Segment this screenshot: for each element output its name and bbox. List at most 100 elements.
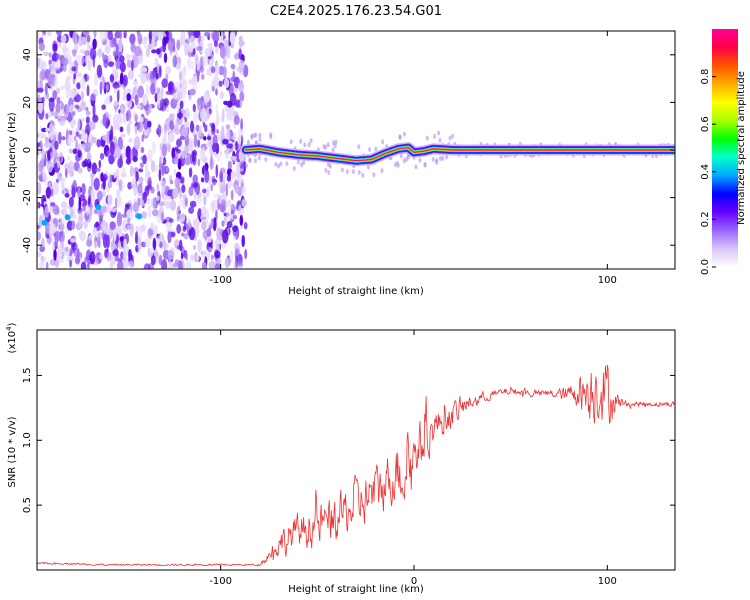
noise-blob <box>214 193 219 199</box>
noise-blob <box>243 222 248 230</box>
noise-blob <box>98 253 104 260</box>
noise-blob <box>238 253 243 263</box>
noise-blob <box>183 233 189 240</box>
y-tick-label: 0 <box>22 147 33 153</box>
noise-blob <box>49 229 54 239</box>
noise-blob <box>216 112 220 126</box>
ridge-halo <box>322 144 326 149</box>
noise-blob <box>43 51 49 57</box>
noise-blob <box>142 154 147 165</box>
noise-blob <box>118 225 123 239</box>
noise-blob <box>129 33 136 45</box>
noise-blob <box>69 104 74 113</box>
noise-blob <box>226 199 232 208</box>
noise-blob <box>219 151 223 156</box>
y-tick-label: 1.0 <box>22 432 33 448</box>
ridge-halo <box>279 161 283 167</box>
noise-blob <box>212 142 218 153</box>
noise-blob <box>193 134 198 148</box>
noise-blob <box>226 108 233 121</box>
noise-blob <box>202 54 209 67</box>
noise-blob <box>159 156 162 170</box>
noise-blob <box>190 60 195 71</box>
noise-blob <box>57 254 65 264</box>
noise-blob <box>56 31 62 36</box>
noise-blob <box>116 216 123 227</box>
snr-scale-label: (x104) <box>5 322 18 353</box>
noise-blob <box>114 146 121 159</box>
ridge-halo <box>368 147 372 152</box>
noise-blob <box>110 141 115 156</box>
noise-blob <box>190 254 195 262</box>
noise-blob <box>226 209 231 222</box>
noise-blob <box>211 199 218 209</box>
noise-blob <box>55 102 61 114</box>
noise-blob <box>59 85 65 91</box>
noise-blob <box>154 164 159 173</box>
noise-blob <box>84 55 92 65</box>
noise-blob <box>170 179 174 185</box>
noise-blob <box>150 75 157 85</box>
noise-blob <box>216 243 221 253</box>
noise-blob <box>81 55 85 65</box>
noise-blob <box>168 31 173 42</box>
noise-blob <box>188 206 195 214</box>
noise-blob <box>241 234 245 248</box>
noise-blob <box>163 240 167 251</box>
snr-scale-prefix: (x10 <box>7 331 18 354</box>
noise-blob <box>232 225 238 232</box>
noise-blob <box>126 109 132 121</box>
ridge-halo <box>277 163 281 169</box>
noise-blob <box>147 43 153 50</box>
noise-blob <box>140 146 145 154</box>
noise-blob <box>83 219 88 230</box>
noise-blob <box>86 84 90 97</box>
noise-blob <box>77 118 81 130</box>
noise-blob <box>109 221 116 231</box>
noise-blob <box>109 260 113 269</box>
noise-blob <box>86 34 91 43</box>
ridge-halo <box>307 142 311 148</box>
noise-blob <box>214 40 218 48</box>
noise-blob <box>68 196 74 208</box>
noise-blob <box>121 213 128 218</box>
noise-blob <box>224 149 230 160</box>
noise-blob <box>193 245 196 250</box>
noise-blob <box>159 241 163 249</box>
noise-blob <box>37 87 44 93</box>
noise-blob <box>45 175 49 186</box>
ridge-halo <box>292 166 296 172</box>
noise-blob <box>37 31 40 39</box>
noise-hotspot <box>136 213 143 220</box>
noise-blob <box>95 221 100 227</box>
noise-blob <box>96 139 102 148</box>
noise-blob <box>240 186 247 195</box>
noise-blob <box>158 168 162 182</box>
noise-blob <box>179 70 182 81</box>
noise-blob <box>112 249 119 257</box>
noise-blob <box>210 53 214 66</box>
noise-blob <box>116 90 120 103</box>
noise-blob <box>146 184 153 191</box>
noise-blob <box>61 136 66 141</box>
snr-series <box>37 364 675 567</box>
noise-blob <box>174 158 179 165</box>
noise-blob <box>163 131 167 143</box>
noise-blob <box>239 160 245 170</box>
noise-blob <box>62 202 68 216</box>
ridge-halo <box>296 159 300 165</box>
ridge-halo <box>398 134 402 140</box>
x-tick-label: -100 <box>209 275 232 286</box>
noise-blob <box>84 50 90 57</box>
noise-blob <box>181 150 185 159</box>
noise-blob <box>214 250 221 259</box>
noise-blob <box>176 39 181 51</box>
noise-blob <box>71 66 77 72</box>
noise-blob <box>42 256 47 263</box>
noise-blob <box>225 128 231 142</box>
noise-blob <box>39 260 45 269</box>
noise-blob <box>193 217 200 229</box>
noise-blob <box>138 176 144 182</box>
noise-blob <box>172 55 177 68</box>
figure-title: C2E4.2025.176.23.54.G01 <box>270 4 442 19</box>
